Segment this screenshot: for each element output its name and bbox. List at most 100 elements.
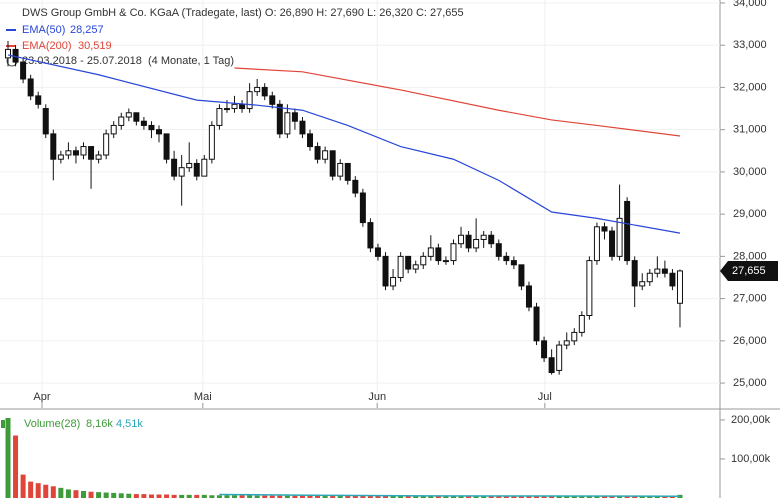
volume-bar [315, 495, 321, 498]
candle-body [178, 167, 185, 177]
volume-bar [156, 494, 162, 498]
volume-bar [164, 494, 170, 498]
volume-ma-value: 4,51k [116, 418, 143, 430]
volume-label: Volume(28) [24, 418, 80, 430]
period-note: (4 Monate, 1 Tag) [148, 55, 234, 67]
candle-body [609, 230, 616, 257]
volume-bar [43, 484, 49, 498]
volume-bar [571, 496, 577, 498]
volume-bar [239, 495, 245, 498]
candle-body [163, 133, 170, 160]
candle-body [156, 129, 163, 135]
candle-body [495, 243, 502, 257]
volume-bar [398, 496, 404, 498]
candle-body [314, 146, 321, 160]
candle-body [382, 255, 389, 287]
volume-bar [81, 490, 87, 498]
candle-body [533, 306, 540, 342]
candle-body [27, 78, 34, 97]
candle-body [442, 260, 449, 263]
candle-body [525, 285, 532, 308]
candle-body [571, 331, 578, 342]
volume-bar [677, 494, 683, 498]
volume-bar [534, 496, 540, 498]
candle-body [458, 234, 465, 245]
volume-bar [330, 496, 336, 498]
volume-bar [526, 496, 532, 498]
volume-bar [367, 496, 373, 498]
volume-bar [586, 496, 592, 498]
y-tick-label: 31,000 [733, 124, 767, 136]
volume-bar [111, 492, 117, 498]
volume-bar [428, 496, 434, 498]
x-tick-label: Mai [194, 391, 212, 403]
ema-line [7, 54, 681, 234]
volume-bar [88, 491, 94, 498]
legend-label: EMA(200) [22, 40, 72, 52]
candle-body [42, 108, 49, 135]
candle-body [556, 344, 563, 371]
y-tick-label: 28,000 [733, 250, 767, 262]
candle-body [171, 158, 178, 177]
candle-body [518, 264, 525, 287]
volume-bar [262, 495, 268, 498]
candle-body [661, 268, 668, 274]
candle-body [307, 133, 314, 148]
candle-body [359, 192, 366, 224]
candle-body [639, 281, 646, 287]
volume-bar [126, 493, 132, 498]
candle-body [254, 86, 261, 93]
candle-body [412, 264, 419, 270]
candle-body [118, 116, 125, 126]
candle-body [337, 162, 344, 177]
volume-bar [299, 495, 305, 498]
candle-body [186, 162, 193, 169]
candle-body [616, 217, 623, 257]
candle-body [435, 247, 442, 262]
candle-body [201, 158, 208, 177]
volume-bar [103, 492, 109, 498]
candle-body [480, 234, 487, 240]
volume-bar [322, 496, 328, 498]
volume-bar [458, 496, 464, 498]
volume-bar [247, 495, 253, 498]
volume-bar [269, 495, 275, 498]
candle-body [676, 270, 683, 304]
candle-body [110, 124, 117, 135]
volume-bar [13, 435, 19, 498]
volume-icon [1, 420, 5, 428]
volume-bar [284, 495, 290, 498]
candle-body [488, 234, 495, 245]
candle-body [239, 103, 246, 110]
candle-body [261, 86, 268, 97]
volume-bar [28, 481, 34, 498]
candle-body [541, 340, 548, 359]
volume-bar [292, 495, 298, 498]
volume-bar [383, 496, 389, 498]
volume-bar [209, 495, 215, 498]
volume-bar [352, 496, 358, 498]
x-tick-label: Apr [33, 391, 50, 403]
volume-bar [96, 492, 102, 498]
volume-bar [405, 496, 411, 498]
candle-body [95, 154, 102, 160]
candle-body [148, 124, 155, 131]
candle-body [646, 272, 653, 283]
candle-body [20, 61, 27, 80]
volume-bar [654, 496, 660, 498]
volume-bar [194, 494, 200, 498]
x-tick-label: Jun [368, 391, 386, 403]
volume-bar [141, 494, 147, 498]
y-tick-label: 34,000 [733, 0, 767, 9]
candle-body [601, 226, 608, 232]
candle-body [291, 112, 298, 122]
volume-bar [254, 495, 260, 498]
volume-bar [73, 490, 79, 498]
volume-bar [579, 496, 585, 498]
last-price-box [720, 260, 778, 281]
y-tick-label: 33,000 [733, 39, 767, 51]
candle-body [465, 234, 472, 249]
candle-body [231, 103, 238, 110]
x-tick-label: Jul [538, 391, 552, 403]
volume-bar [609, 496, 615, 498]
